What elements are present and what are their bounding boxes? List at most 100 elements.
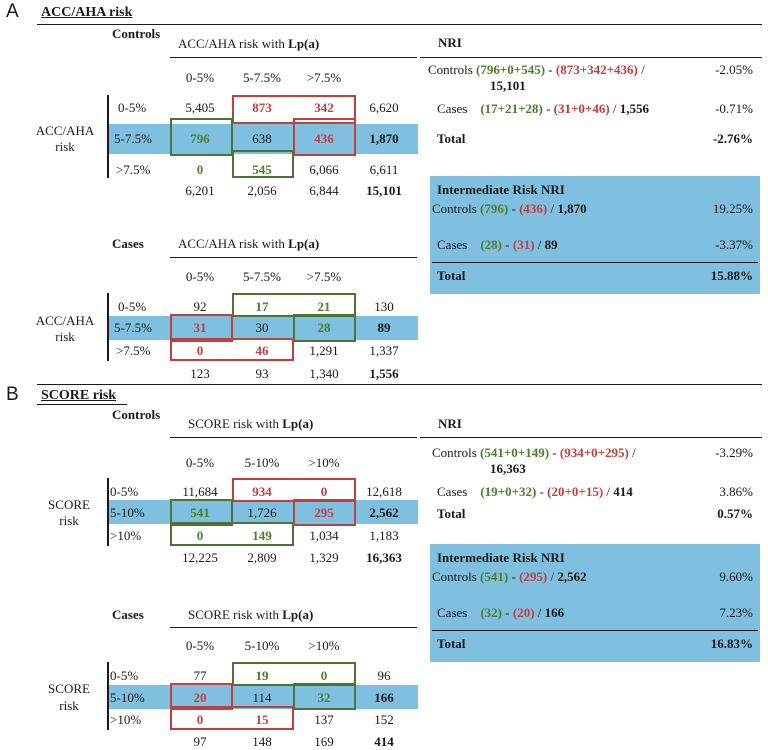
table-header: ACC/AHA risk with Lp(a) — [178, 236, 320, 251]
table-cell: 0 — [196, 712, 204, 727]
inri-title: Intermediate Risk NRI — [437, 550, 565, 565]
nri-rule — [420, 57, 762, 58]
nri-controls-pct: -2.05% — [715, 62, 753, 77]
header-rule — [170, 257, 417, 258]
col-total: 6,201 — [185, 183, 215, 198]
panel-letter-b: B — [6, 384, 19, 405]
reclass-up-box — [293, 314, 356, 342]
row-total: 166 — [374, 690, 394, 705]
table-cell: 0 — [320, 668, 328, 683]
panel-letter-a: A — [6, 1, 19, 22]
table-cell: 19 — [255, 668, 269, 683]
table-cell: 137 — [314, 712, 334, 727]
table-cell: 149 — [252, 528, 272, 543]
header-rule — [170, 627, 417, 628]
inri-title: Intermediate Risk NRI — [437, 182, 565, 197]
reclass-down-box — [170, 706, 294, 730]
table-cell: 0 — [320, 484, 328, 499]
group-label: Cases — [112, 607, 144, 622]
nri-rule — [420, 437, 762, 438]
table-header: SCORE risk with Lp(a) — [188, 607, 314, 622]
inri-total-pct: 15.88% — [710, 268, 753, 283]
group-label: Controls — [112, 26, 161, 41]
col-total: 123 — [190, 366, 210, 381]
intermediate-row-stripe — [108, 316, 418, 340]
nri-cases-pct: -0.71% — [715, 101, 753, 116]
nri-total-label: Total — [437, 506, 466, 521]
nri-title: NRI — [438, 416, 462, 431]
col-total: 6,844 — [309, 183, 339, 198]
table-cell: 28 — [317, 320, 331, 335]
col-total: 169 — [314, 734, 334, 749]
reclass-up-box — [293, 683, 356, 710]
group-label: Cases — [112, 236, 144, 251]
col-total: 2,056 — [247, 183, 277, 198]
inri-controls-row: Controls (796) - (436) / 1,870 — [432, 201, 587, 216]
row-label: 5-10% — [110, 690, 145, 705]
inri-controls-row: Controls (541) - (295) / 2,562 — [432, 569, 587, 584]
row-label: >7.5% — [116, 162, 151, 177]
intermediate-row-stripe — [108, 124, 418, 154]
row-label: >10% — [110, 712, 142, 727]
table-cell: 77 — [193, 668, 207, 683]
row-label: 5-7.5% — [114, 131, 152, 146]
table-cell: 541 — [190, 505, 210, 520]
group-label: Controls — [112, 407, 161, 422]
row-label: 0-5% — [118, 299, 147, 314]
table-cell: 20 — [193, 690, 207, 705]
row-label: >7.5% — [116, 343, 151, 358]
col-header: 5-10% — [244, 638, 280, 653]
nri-cases-pct: 3.86% — [719, 484, 753, 499]
row-bracket — [107, 293, 109, 361]
col-header: 0-5% — [185, 638, 215, 653]
row-total: 1,870 — [369, 131, 399, 146]
table-cell: 11,684 — [182, 484, 218, 499]
row-label: >10% — [110, 528, 142, 543]
inri-controls-pct: 9.60% — [719, 569, 753, 584]
col-header: >7.5% — [306, 70, 342, 85]
table-cell: 638 — [252, 131, 272, 146]
reclass-up-box — [170, 522, 294, 546]
side-label: SCORE — [48, 681, 90, 696]
row-label: 0-5% — [110, 484, 139, 499]
table-cell: 342 — [314, 100, 334, 115]
col-header: >10% — [308, 638, 340, 653]
table-cell: 31 — [193, 320, 207, 335]
reclass-down-box — [293, 499, 356, 526]
inri-box-b — [430, 544, 760, 662]
row-bracket — [107, 478, 109, 546]
reclass-up-box — [232, 150, 294, 178]
nri-total-label: Total — [437, 131, 466, 146]
reclass-up-box — [170, 499, 233, 526]
col-total: 97 — [193, 734, 207, 749]
col-header: 0-5% — [185, 455, 215, 470]
col-total: 12,225 — [182, 550, 218, 565]
table-cell: 545 — [252, 162, 272, 177]
table-cell: 5,405 — [185, 100, 215, 115]
reclass-down-box — [170, 683, 233, 710]
row-bracket — [107, 662, 109, 730]
col-total: 2,809 — [247, 550, 277, 565]
side-label: ACC/AHA — [35, 123, 95, 138]
table-cell: 873 — [252, 100, 272, 115]
reclass-down-box — [170, 314, 233, 342]
side-label: SCORE — [48, 497, 90, 512]
col-total: 1,329 — [309, 550, 339, 565]
table-cell: 0 — [196, 343, 204, 358]
table-cell: 1,726 — [247, 505, 277, 520]
grand-total: 414 — [374, 734, 394, 749]
table-header: SCORE risk with Lp(a) — [188, 416, 314, 431]
panel-b-top-rule — [37, 384, 762, 385]
inri-cases-pct: -3.37% — [715, 237, 753, 252]
row-label: 0-5% — [118, 100, 147, 115]
row-label: 5-7.5% — [114, 320, 152, 335]
row-bracket — [107, 95, 109, 178]
col-total: 148 — [252, 734, 272, 749]
row-label: 5-10% — [110, 505, 145, 520]
row-total: 96 — [377, 668, 391, 683]
row-total: 130 — [374, 299, 394, 314]
grand-total: 16,363 — [366, 550, 402, 565]
nri-total-pct: -2.76% — [712, 131, 753, 146]
table-cell: 934 — [252, 484, 272, 499]
table-cell: 6,066 — [309, 162, 339, 177]
